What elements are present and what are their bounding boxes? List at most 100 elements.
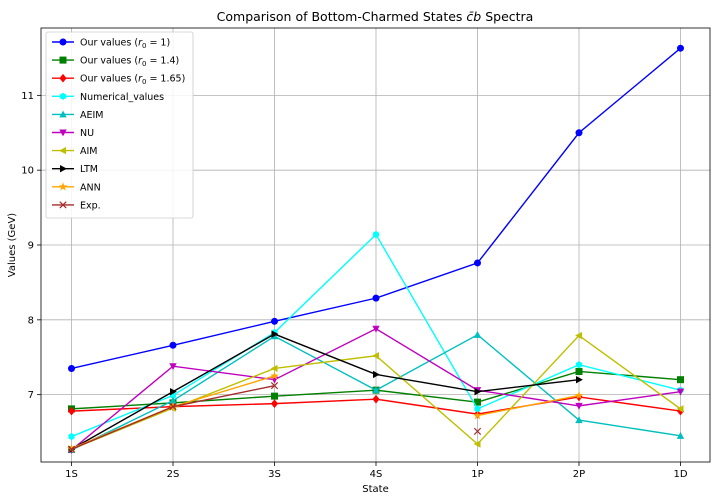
chart-title-suffix: Spectra xyxy=(481,9,533,24)
point-marker-stroke xyxy=(59,201,67,209)
point-marker xyxy=(59,92,67,100)
legend-entry: Numerical_values xyxy=(52,92,164,103)
point-marker xyxy=(676,405,684,413)
legend-label: LTM xyxy=(80,164,98,175)
point-marker xyxy=(676,431,685,439)
point-marker xyxy=(59,56,67,64)
legend-entry: ANN xyxy=(52,182,101,193)
point-marker xyxy=(169,363,177,371)
point-marker xyxy=(575,416,583,424)
point-marker xyxy=(58,182,68,191)
point-marker xyxy=(575,402,583,410)
point-marker xyxy=(473,410,482,420)
series-ltm xyxy=(68,330,583,453)
legend-label-part: = 1.65) xyxy=(146,74,185,85)
point-marker xyxy=(676,44,684,52)
y-tick-label: 11 xyxy=(21,91,34,102)
legend-label-part: Our values ( xyxy=(80,56,138,67)
point-marker xyxy=(575,367,583,375)
point-marker xyxy=(59,38,67,46)
chart-title-symbol-b: b xyxy=(473,9,481,24)
point-marker xyxy=(575,375,583,384)
point-marker xyxy=(575,331,583,340)
point-marker-stroke xyxy=(169,403,177,411)
point-marker xyxy=(270,371,279,380)
x-tick-label: 2P xyxy=(573,469,585,480)
legend-label: Our values (r0 = 1.65) xyxy=(80,74,185,87)
point-marker xyxy=(372,294,380,302)
x-tick-label: 1S xyxy=(65,469,78,480)
point-marker xyxy=(270,364,278,373)
legend-label: NU xyxy=(80,128,94,139)
legend-entry: Exp. xyxy=(52,200,101,211)
series-line xyxy=(477,394,580,417)
legend-entry: Our values (r0 = 1) xyxy=(52,38,170,51)
legend-label-math: r xyxy=(138,56,143,67)
point-marker xyxy=(169,387,177,396)
series-layer xyxy=(67,44,685,454)
legend-entry: AIM xyxy=(52,146,98,157)
point-marker xyxy=(372,370,380,379)
axis-ticks: 1S 2S 3S 4S 1P 2P 1D 7 8 9 10 11 xyxy=(21,91,688,480)
point-marker xyxy=(59,201,67,209)
point-marker xyxy=(372,230,380,239)
legend-label-math: r xyxy=(138,38,143,49)
point-marker xyxy=(68,433,75,441)
y-tick-label: 9 xyxy=(28,241,34,252)
legend-entry: LTM xyxy=(52,164,98,175)
point-marker xyxy=(473,259,481,267)
point-marker xyxy=(372,352,380,360)
legend-label: Our values (r0 = 1.4) xyxy=(80,56,179,69)
legend-entry: Our values (r0 = 1.4) xyxy=(52,56,179,69)
legend-label-math: r xyxy=(138,74,143,85)
legend-label: AEIM xyxy=(80,110,104,121)
point-marker xyxy=(575,129,583,137)
point-marker xyxy=(271,330,279,338)
legend-label-part: = 1.4) xyxy=(146,56,179,67)
legend-label-part: = 1) xyxy=(146,38,170,49)
series-exp xyxy=(67,382,482,453)
chart-title: Comparison of Bottom-Charmed States c̄b … xyxy=(217,9,534,24)
point-marker xyxy=(67,406,76,416)
x-tick-label: 1P xyxy=(471,469,483,480)
x-tick-label: 3S xyxy=(268,469,281,480)
point-marker-stroke xyxy=(67,445,76,453)
point-marker xyxy=(270,382,279,390)
point-marker xyxy=(59,146,67,155)
point-marker xyxy=(59,110,67,118)
y-tick-label: 8 xyxy=(28,315,34,326)
point-marker xyxy=(474,387,482,396)
legend-label-part: Our values ( xyxy=(80,38,138,49)
point-marker xyxy=(676,388,685,396)
point-marker xyxy=(372,394,380,404)
legend-entry: AEIM xyxy=(52,110,104,121)
series-line xyxy=(71,333,580,450)
point-marker xyxy=(169,341,177,349)
chart-title-main: Comparison of Bottom-Charmed States xyxy=(217,9,467,24)
point-marker xyxy=(473,330,482,338)
point-marker xyxy=(676,376,684,384)
point-marker xyxy=(270,399,279,408)
y-tick-label: 10 xyxy=(21,166,34,177)
point-marker xyxy=(575,361,583,369)
point-marker xyxy=(68,364,76,372)
point-marker xyxy=(59,73,67,83)
point-marker xyxy=(270,392,278,400)
x-tick-label: 2S xyxy=(167,469,180,480)
y-axis-label: Values (GeV) xyxy=(7,213,18,277)
point-marker xyxy=(574,390,584,400)
point-marker xyxy=(473,427,482,435)
point-marker xyxy=(59,129,67,137)
series-our-values-r-1 xyxy=(68,44,684,372)
x-tick-label: 4S xyxy=(370,469,383,480)
point-marker xyxy=(270,317,278,325)
series-ann xyxy=(67,371,584,453)
point-marker xyxy=(59,164,67,173)
legend-label: Our values (r0 = 1) xyxy=(80,38,170,51)
legend-label: Exp. xyxy=(80,200,101,211)
legend-label: ANN xyxy=(80,182,101,193)
y-tick-label: 7 xyxy=(28,390,34,401)
legend-label-part: Our values ( xyxy=(80,74,138,85)
point-marker xyxy=(372,325,380,333)
